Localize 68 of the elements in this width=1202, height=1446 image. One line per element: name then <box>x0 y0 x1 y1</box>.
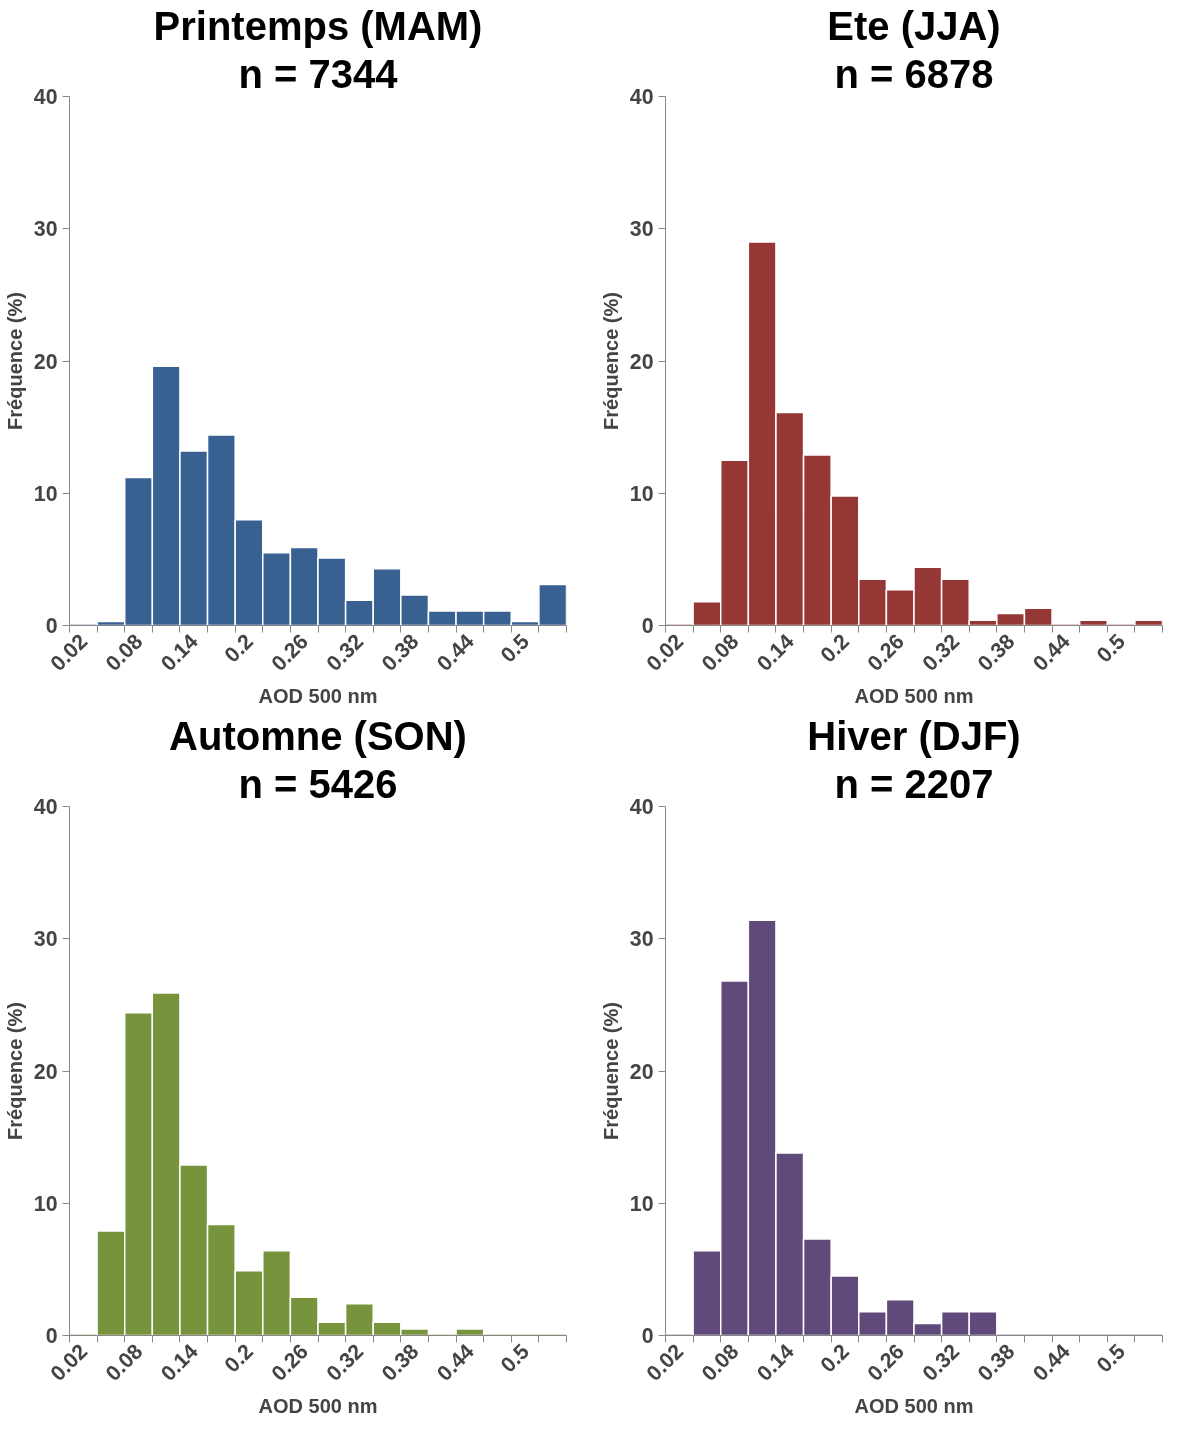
x-tick-label: 0.2 <box>815 1339 854 1378</box>
x-tick-label: 0.38 <box>973 1339 1020 1386</box>
x-axis-title: AOD 500 nm <box>854 1395 974 1418</box>
x-tick-label: 0.32 <box>917 629 965 676</box>
y-axis-title: Fréquence (%) <box>599 1002 622 1140</box>
chart-subtitle: n = 6878 <box>834 51 994 96</box>
x-axis-title: AOD 500 nm <box>258 1395 378 1418</box>
y-tick-label: 30 <box>33 217 58 242</box>
x-tick-label: 0.26 <box>266 1339 314 1386</box>
y-tick-label: 40 <box>629 85 654 109</box>
y-axis-title: Fréquence (%) <box>599 292 622 430</box>
y-tick-label: 0 <box>45 614 58 638</box>
chart-subtitle: n = 7344 <box>238 51 399 96</box>
x-tick-label: 0.5 <box>1091 629 1131 668</box>
x-tick-label: 0.5 <box>495 629 535 668</box>
y-tick-label: 40 <box>33 795 58 819</box>
y-tick-label: 10 <box>629 1191 654 1216</box>
x-tick-label: 0.26 <box>862 1339 910 1386</box>
x-tick-label: 0.2 <box>219 1339 258 1378</box>
x-tick-label: 0.32 <box>321 629 369 676</box>
y-tick-label: 10 <box>33 481 58 506</box>
chart-title: Ete (JJA) <box>827 3 1001 48</box>
x-tick-label: 0.14 <box>156 629 203 676</box>
y-tick-label: 0 <box>45 1324 58 1348</box>
x-tick-label: 0.08 <box>101 629 148 676</box>
x-tick-label: 0.5 <box>495 1339 535 1378</box>
x-tick-label: 0.32 <box>917 1339 965 1386</box>
y-tick-label: 10 <box>629 481 654 506</box>
x-axis-title: AOD 500 nm <box>258 685 378 708</box>
x-tick-label: 0.44 <box>432 629 479 676</box>
y-tick-label: 10 <box>33 1191 58 1216</box>
x-tick-label: 0.44 <box>1028 1339 1075 1386</box>
chart-title: Automne (SON) <box>169 713 467 758</box>
x-tick-label: 0.38 <box>377 629 424 676</box>
y-tick-label: 20 <box>629 1059 654 1084</box>
chart-title: Printemps (MAM) <box>153 3 483 48</box>
y-tick-label: 30 <box>33 927 58 952</box>
x-tick-label: 0.44 <box>432 1339 479 1386</box>
y-tick-label: 40 <box>33 85 58 109</box>
chart-subtitle: n = 5426 <box>238 761 398 806</box>
x-tick-label: 0.14 <box>752 629 799 676</box>
x-tick-label: 0.32 <box>321 1339 369 1386</box>
x-tick-label: 0.26 <box>862 629 910 676</box>
x-tick-label: 0.08 <box>697 1339 744 1386</box>
x-tick-label: 0.2 <box>815 629 854 668</box>
x-tick-label: 0.26 <box>266 629 314 676</box>
y-tick-label: 20 <box>33 349 58 374</box>
y-axis-title: Fréquence (%) <box>3 292 26 430</box>
chart-title: Hiver (DJF) <box>807 713 1021 758</box>
y-tick-label: 40 <box>629 795 654 819</box>
x-tick-label: 0.5 <box>1091 1339 1131 1378</box>
x-tick-label: 0.38 <box>973 629 1020 676</box>
y-tick-label: 30 <box>629 217 654 242</box>
y-tick-label: 0 <box>641 614 654 638</box>
y-tick-label: 30 <box>629 927 654 952</box>
y-tick-label: 0 <box>641 1324 654 1348</box>
x-tick-label: 0.14 <box>156 1339 203 1386</box>
y-axis-title: Fréquence (%) <box>3 1002 26 1140</box>
x-tick-label: 0.44 <box>1028 629 1075 676</box>
chart-subtitle: n = 2207 <box>834 761 994 806</box>
x-tick-label: 0.2 <box>219 629 258 668</box>
x-tick-label: 0.14 <box>752 1339 799 1386</box>
y-tick-label: 20 <box>629 349 654 374</box>
x-tick-label: 0.38 <box>377 1339 424 1386</box>
y-tick-label: 20 <box>33 1059 58 1084</box>
x-tick-label: 0.08 <box>697 629 744 676</box>
x-axis-title: AOD 500 nm <box>854 685 974 708</box>
x-tick-label: 0.08 <box>101 1339 148 1386</box>
